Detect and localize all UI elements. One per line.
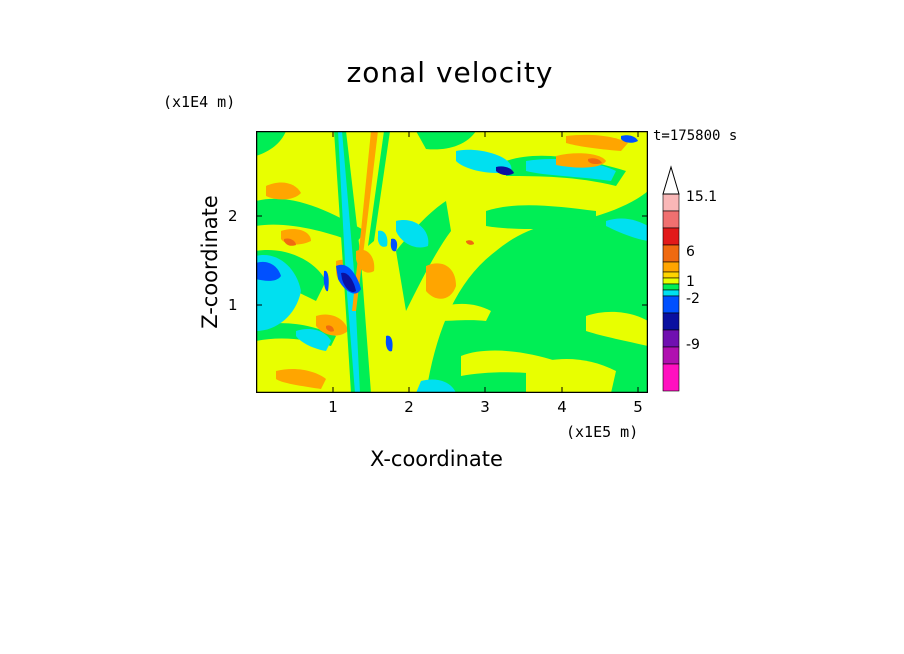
x-axis-unit: (x1E5 m) bbox=[566, 423, 639, 441]
colorbar-label: -9 bbox=[686, 337, 700, 353]
colorbar-box bbox=[662, 227, 680, 246]
colorbar-label: 15.1 bbox=[686, 189, 718, 205]
cyan-patch bbox=[396, 220, 429, 248]
orange-patch bbox=[316, 314, 348, 336]
blue-patch bbox=[621, 135, 638, 143]
colorbar-label: 1 bbox=[686, 274, 695, 290]
colorbar-box bbox=[662, 363, 680, 392]
colorbar-box bbox=[662, 193, 680, 212]
green-region bbox=[256, 131, 286, 156]
blue-patch bbox=[390, 238, 398, 252]
orange-patch bbox=[426, 263, 456, 299]
colorbar-box bbox=[662, 244, 680, 263]
x-tick-label: 4 bbox=[557, 398, 567, 416]
wave-packet bbox=[338, 131, 360, 393]
x-axis-label: X-coordinate bbox=[370, 447, 503, 471]
colorbar-box bbox=[662, 329, 680, 348]
x-tick-label: 3 bbox=[480, 398, 490, 416]
y-axis-label: Z-coordinate bbox=[198, 195, 222, 329]
blue-patch bbox=[385, 335, 393, 352]
colorbar-box bbox=[662, 312, 680, 331]
green-region bbox=[256, 198, 366, 243]
colorbar-box bbox=[662, 346, 680, 365]
green-region bbox=[416, 131, 476, 150]
x-tick-label: 2 bbox=[404, 398, 414, 416]
cyan-patch bbox=[416, 379, 456, 393]
yellow-patch bbox=[436, 303, 491, 321]
blue-patch bbox=[323, 270, 329, 292]
colorbar-arrow bbox=[662, 165, 680, 195]
colorbar-box bbox=[662, 261, 680, 273]
orange-patch bbox=[266, 182, 301, 200]
y-tick-label: 1 bbox=[228, 296, 238, 314]
y-axis-unit: (x1E4 m) bbox=[163, 93, 236, 111]
wave-packet bbox=[352, 131, 378, 311]
cyan-patch bbox=[606, 218, 648, 241]
wave-packet bbox=[356, 249, 375, 273]
colorbar-box bbox=[662, 289, 680, 297]
green-region bbox=[426, 191, 648, 393]
chart-title: zonal velocity bbox=[346, 56, 554, 89]
red-patch bbox=[588, 158, 602, 165]
blue-patch bbox=[256, 261, 281, 281]
orange-patch bbox=[566, 134, 628, 151]
colorbar-label: 6 bbox=[686, 244, 695, 260]
colorbar-box bbox=[662, 283, 680, 291]
yellow-patch bbox=[526, 359, 616, 393]
blue-patch bbox=[341, 272, 356, 293]
orange-patch bbox=[276, 368, 326, 389]
yellow-patch bbox=[586, 311, 648, 346]
green-region bbox=[486, 205, 596, 230]
red-patch bbox=[326, 325, 334, 332]
wave-packet bbox=[377, 230, 388, 247]
cyan-patch bbox=[296, 329, 331, 351]
colorbar-box bbox=[662, 271, 680, 279]
colorbar-box bbox=[662, 295, 680, 314]
blue-patch bbox=[496, 166, 514, 176]
red-patch bbox=[466, 240, 474, 245]
plot-frame bbox=[256, 131, 648, 393]
colorbar-box bbox=[662, 210, 680, 229]
y-tick-label: 2 bbox=[228, 207, 238, 225]
colorbar-label: -2 bbox=[686, 291, 700, 307]
contour-plot bbox=[256, 131, 648, 393]
x-tick-label: 1 bbox=[328, 398, 338, 416]
time-label: t=175800 s bbox=[653, 128, 738, 144]
x-tick-label: 5 bbox=[633, 398, 643, 416]
colorbar-box bbox=[662, 277, 680, 285]
red-patch bbox=[284, 238, 296, 246]
green-region bbox=[396, 201, 451, 311]
tick-marks bbox=[256, 131, 648, 393]
orange-patch bbox=[556, 153, 606, 168]
wave-packet bbox=[368, 131, 390, 246]
colorbar bbox=[662, 165, 680, 392]
